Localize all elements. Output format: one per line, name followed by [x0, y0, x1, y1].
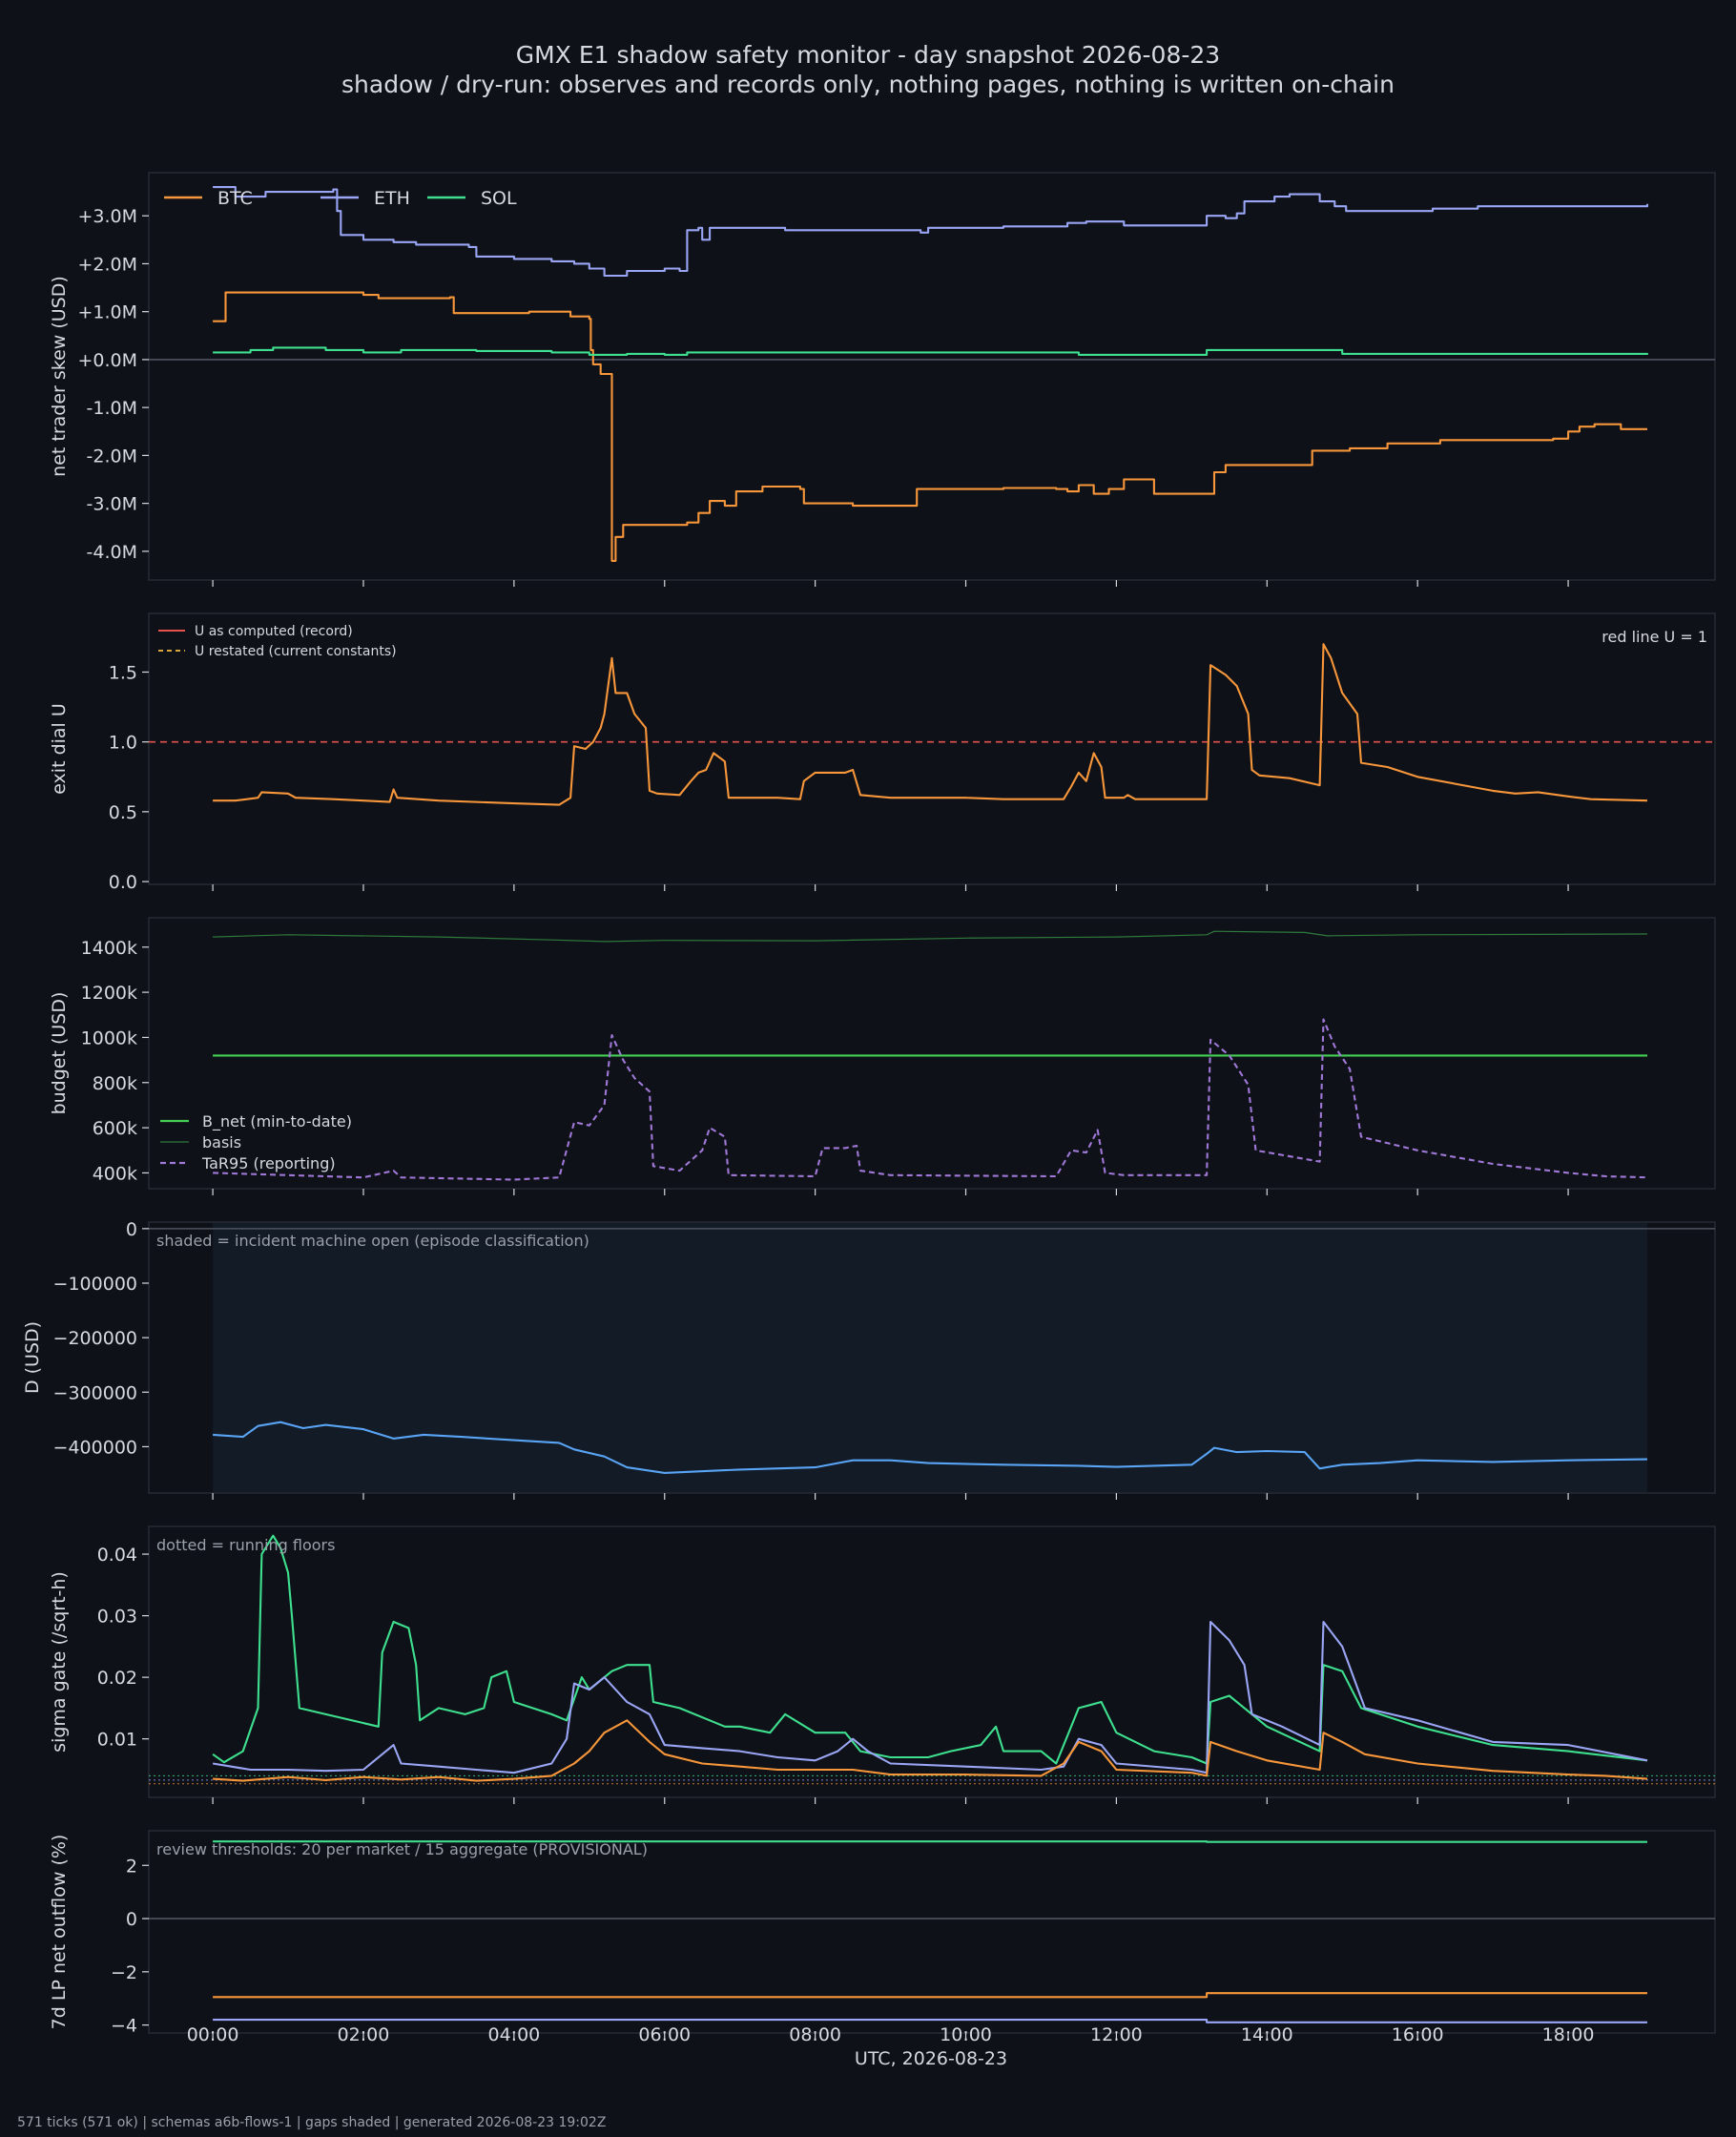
y-axis-label: D (USD): [22, 1321, 43, 1394]
legend-label: SOL: [481, 188, 517, 209]
panel-exit_dial: 0.0 0.5 1.0 1.5 exit dial U red line U = 1 U a…: [49, 612, 1716, 893]
series-line-d: [213, 1421, 1648, 1474]
y-tick-label: +2.0M: [77, 254, 137, 275]
y-tick-label: 1.0: [109, 733, 137, 754]
panel-annotation: shaded = incident machine open (episode …: [156, 1232, 589, 1250]
y-tick-label: -4.0M: [87, 542, 137, 563]
series-line-u-as-computed-record-: [213, 643, 1648, 806]
y-tick-label: 400k: [93, 1163, 137, 1184]
panel-frame: [148, 172, 1716, 581]
y-tick-label: +1.0M: [77, 302, 137, 323]
y-tick-label: 600k: [93, 1118, 137, 1139]
y-tick-label: -2.0M: [87, 446, 137, 467]
series-line-basis: [213, 930, 1648, 943]
panel-drawdown: 0 −100000 −200000 −300000 −400000 D (USD) shad…: [22, 1219, 1716, 1500]
series-line-sol: [213, 346, 1649, 356]
y-tick-label: 0.5: [109, 802, 137, 823]
panel-skew: +3.0M +2.0M +1.0M +0.0M -1.0M -2.0M -3.0M -4.0M…: [49, 172, 1716, 587]
x-tick-label: 12:00: [1090, 2024, 1143, 2045]
legend-label: BTC: [217, 188, 253, 209]
series-line-eth: [213, 186, 1649, 278]
panel-frame: [148, 917, 1716, 1190]
red-line-label: red line U = 1: [1602, 628, 1707, 646]
series-line-eth: [213, 2019, 1647, 2023]
y-tick-label: −300000: [53, 1382, 137, 1403]
y-tick-label: -1.0M: [87, 398, 137, 419]
x-axis-label: UTC, 2026-08-23: [855, 2048, 1007, 2069]
y-tick-label: −4: [111, 2016, 137, 2037]
panel-annotation: dotted = running floors: [156, 1536, 335, 1554]
y-tick-label: 1200k: [81, 983, 137, 1004]
y-axis-label: 7d LP net outflow (%): [49, 1835, 70, 2030]
y-tick-label: 1000k: [81, 1027, 137, 1048]
x-tick-label: 08:00: [789, 2024, 841, 2045]
y-tick-label: −200000: [53, 1328, 137, 1349]
y-tick-label: +0.0M: [77, 350, 137, 371]
footer-text: 571 ticks (571 ok) | schemas a6b-flows-1…: [17, 2115, 606, 2130]
series-line-tar95-reporting-: [213, 1018, 1648, 1181]
y-tick-label: 0.02: [97, 1668, 137, 1689]
legend-label: basis: [202, 1133, 241, 1151]
y-tick-label: +3.0M: [77, 206, 137, 227]
figure-subtitle: shadow / dry-run: observes and records o…: [341, 71, 1395, 98]
panel-budget: 400k 600k 800k 1000k 1200k 1400k budget (USD) B…: [49, 917, 1716, 1195]
panels: +3.0M +2.0M +1.0M +0.0M -1.0M -2.0M -3.0M -4.0M…: [22, 172, 1716, 2040]
x-tick-label: 02:00: [338, 2024, 390, 2045]
y-axis-label: sigma gate (/sqrt-h): [49, 1571, 70, 1753]
panel-frame: [148, 1525, 1716, 1798]
panel-frame: [148, 612, 1716, 885]
panel-annotation: review thresholds: 20 per market / 15 ag…: [156, 1840, 648, 1858]
x-tick-label: 04:00: [487, 2024, 540, 2045]
y-tick-label: 0.0: [109, 872, 137, 893]
y-axis-label: budget (USD): [49, 992, 70, 1115]
legend-label: ETH: [374, 188, 410, 209]
legend-label: U as computed (record): [195, 624, 353, 639]
x-tick-label: 10:00: [940, 2024, 992, 2045]
x-tick-label: 06:00: [638, 2024, 691, 2045]
y-tick-label: 800k: [93, 1073, 137, 1094]
series-line-btc: [213, 1992, 1647, 1999]
incident-shading: [213, 1223, 1647, 1492]
legend-label: B_net (min-to-date): [202, 1112, 352, 1131]
y-axis-label: exit dial U: [49, 703, 70, 795]
y-tick-label: 2: [126, 1856, 137, 1877]
y-tick-label: 0.03: [97, 1607, 137, 1628]
panel-frame: [148, 1830, 1716, 2034]
y-tick-label: 0.04: [97, 1545, 137, 1566]
y-axis-label: net trader skew (USD): [49, 276, 70, 477]
y-tick-label: −2: [111, 1962, 137, 1983]
panel-lp_outflow: 2 0 −2 −4 7d LP net outflow (%) review thresh…: [49, 1830, 1716, 2040]
y-tick-label: -3.0M: [87, 494, 137, 515]
figure-title: GMX E1 shadow safety monitor - day snaps…: [516, 41, 1220, 69]
panel-sigma_gate: 0.01 0.02 0.03 0.04 sigma gate (/sqrt-h) dott…: [49, 1525, 1716, 1804]
legend-label: U restated (current constants): [195, 644, 397, 659]
y-tick-label: 1.5: [109, 662, 137, 683]
y-tick-label: 0: [126, 1909, 137, 1930]
series-line-sol: [212, 1534, 1648, 1765]
series-line-btc: [213, 1719, 1648, 1782]
y-tick-label: 0: [126, 1219, 137, 1240]
series-line-eth: [212, 1620, 1648, 1774]
y-tick-label: 1400k: [81, 938, 137, 959]
y-tick-label: −400000: [53, 1437, 137, 1458]
y-tick-label: 0.01: [97, 1730, 137, 1751]
x-tick-label: 00:00: [187, 2024, 239, 2045]
x-axis: 00:00 02:00 04:00 06:00 08:00 10:00 12:00 14:00…: [187, 2024, 1595, 2045]
series-line-btc: [213, 291, 1647, 562]
x-tick-label: 18:00: [1542, 2024, 1595, 2045]
y-tick-label: −100000: [53, 1274, 137, 1295]
legend-label: TaR95 (reporting): [201, 1154, 336, 1172]
series-line-sol: [213, 1840, 1647, 1843]
x-tick-label: 16:00: [1392, 2024, 1444, 2045]
x-tick-label: 14:00: [1241, 2024, 1293, 2045]
